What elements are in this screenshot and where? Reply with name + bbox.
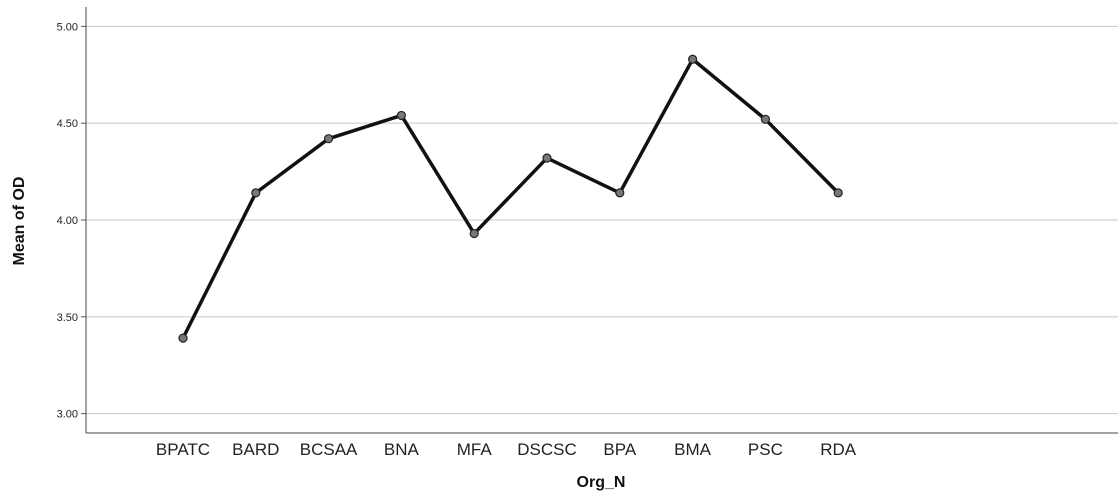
y-tick-label: 3.50 [57, 312, 78, 324]
gridlines [81, 25, 1118, 415]
data-point [469, 228, 479, 239]
data-point [760, 114, 771, 124]
data-point [833, 188, 843, 198]
x-tick-label: BMA [674, 440, 712, 459]
x-tick-label: PSC [748, 440, 783, 459]
x-tick-label: MFA [457, 440, 493, 459]
x-tick-label: BPATC [156, 440, 210, 459]
y-tick-labels: 3.00 3.50 4.00 4.50 5.00 [57, 21, 78, 420]
x-tick-labels: BPATC BARD BCSAA BNA MFA DSCSC BPA BMA PSC RDA [156, 440, 857, 459]
x-tick-label: BPA [603, 440, 636, 459]
data-point [324, 134, 334, 144]
y-tick-label: 5.00 [57, 21, 78, 33]
data-point [615, 188, 625, 198]
series-line [181, 57, 840, 339]
x-tick-label: DSCSC [517, 440, 577, 459]
y-tick-label: 4.00 [57, 215, 78, 227]
data-point [687, 54, 698, 64]
x-axis-title: Org_N [577, 474, 626, 491]
axes [85, 7, 1118, 434]
series [178, 54, 843, 343]
data-point [178, 333, 188, 343]
x-tick-label: BNA [384, 440, 420, 459]
x-tick-label: RDA [820, 440, 857, 459]
y-axis-title: Mean of OD [11, 177, 28, 266]
data-point [251, 188, 261, 198]
y-tick-label: 3.00 [57, 409, 78, 421]
data-point [396, 110, 406, 121]
x-tick-label: BARD [232, 440, 279, 459]
y-tick-label: 4.50 [57, 118, 78, 130]
data-point [542, 153, 552, 163]
x-tick-label: BCSAA [300, 440, 358, 459]
